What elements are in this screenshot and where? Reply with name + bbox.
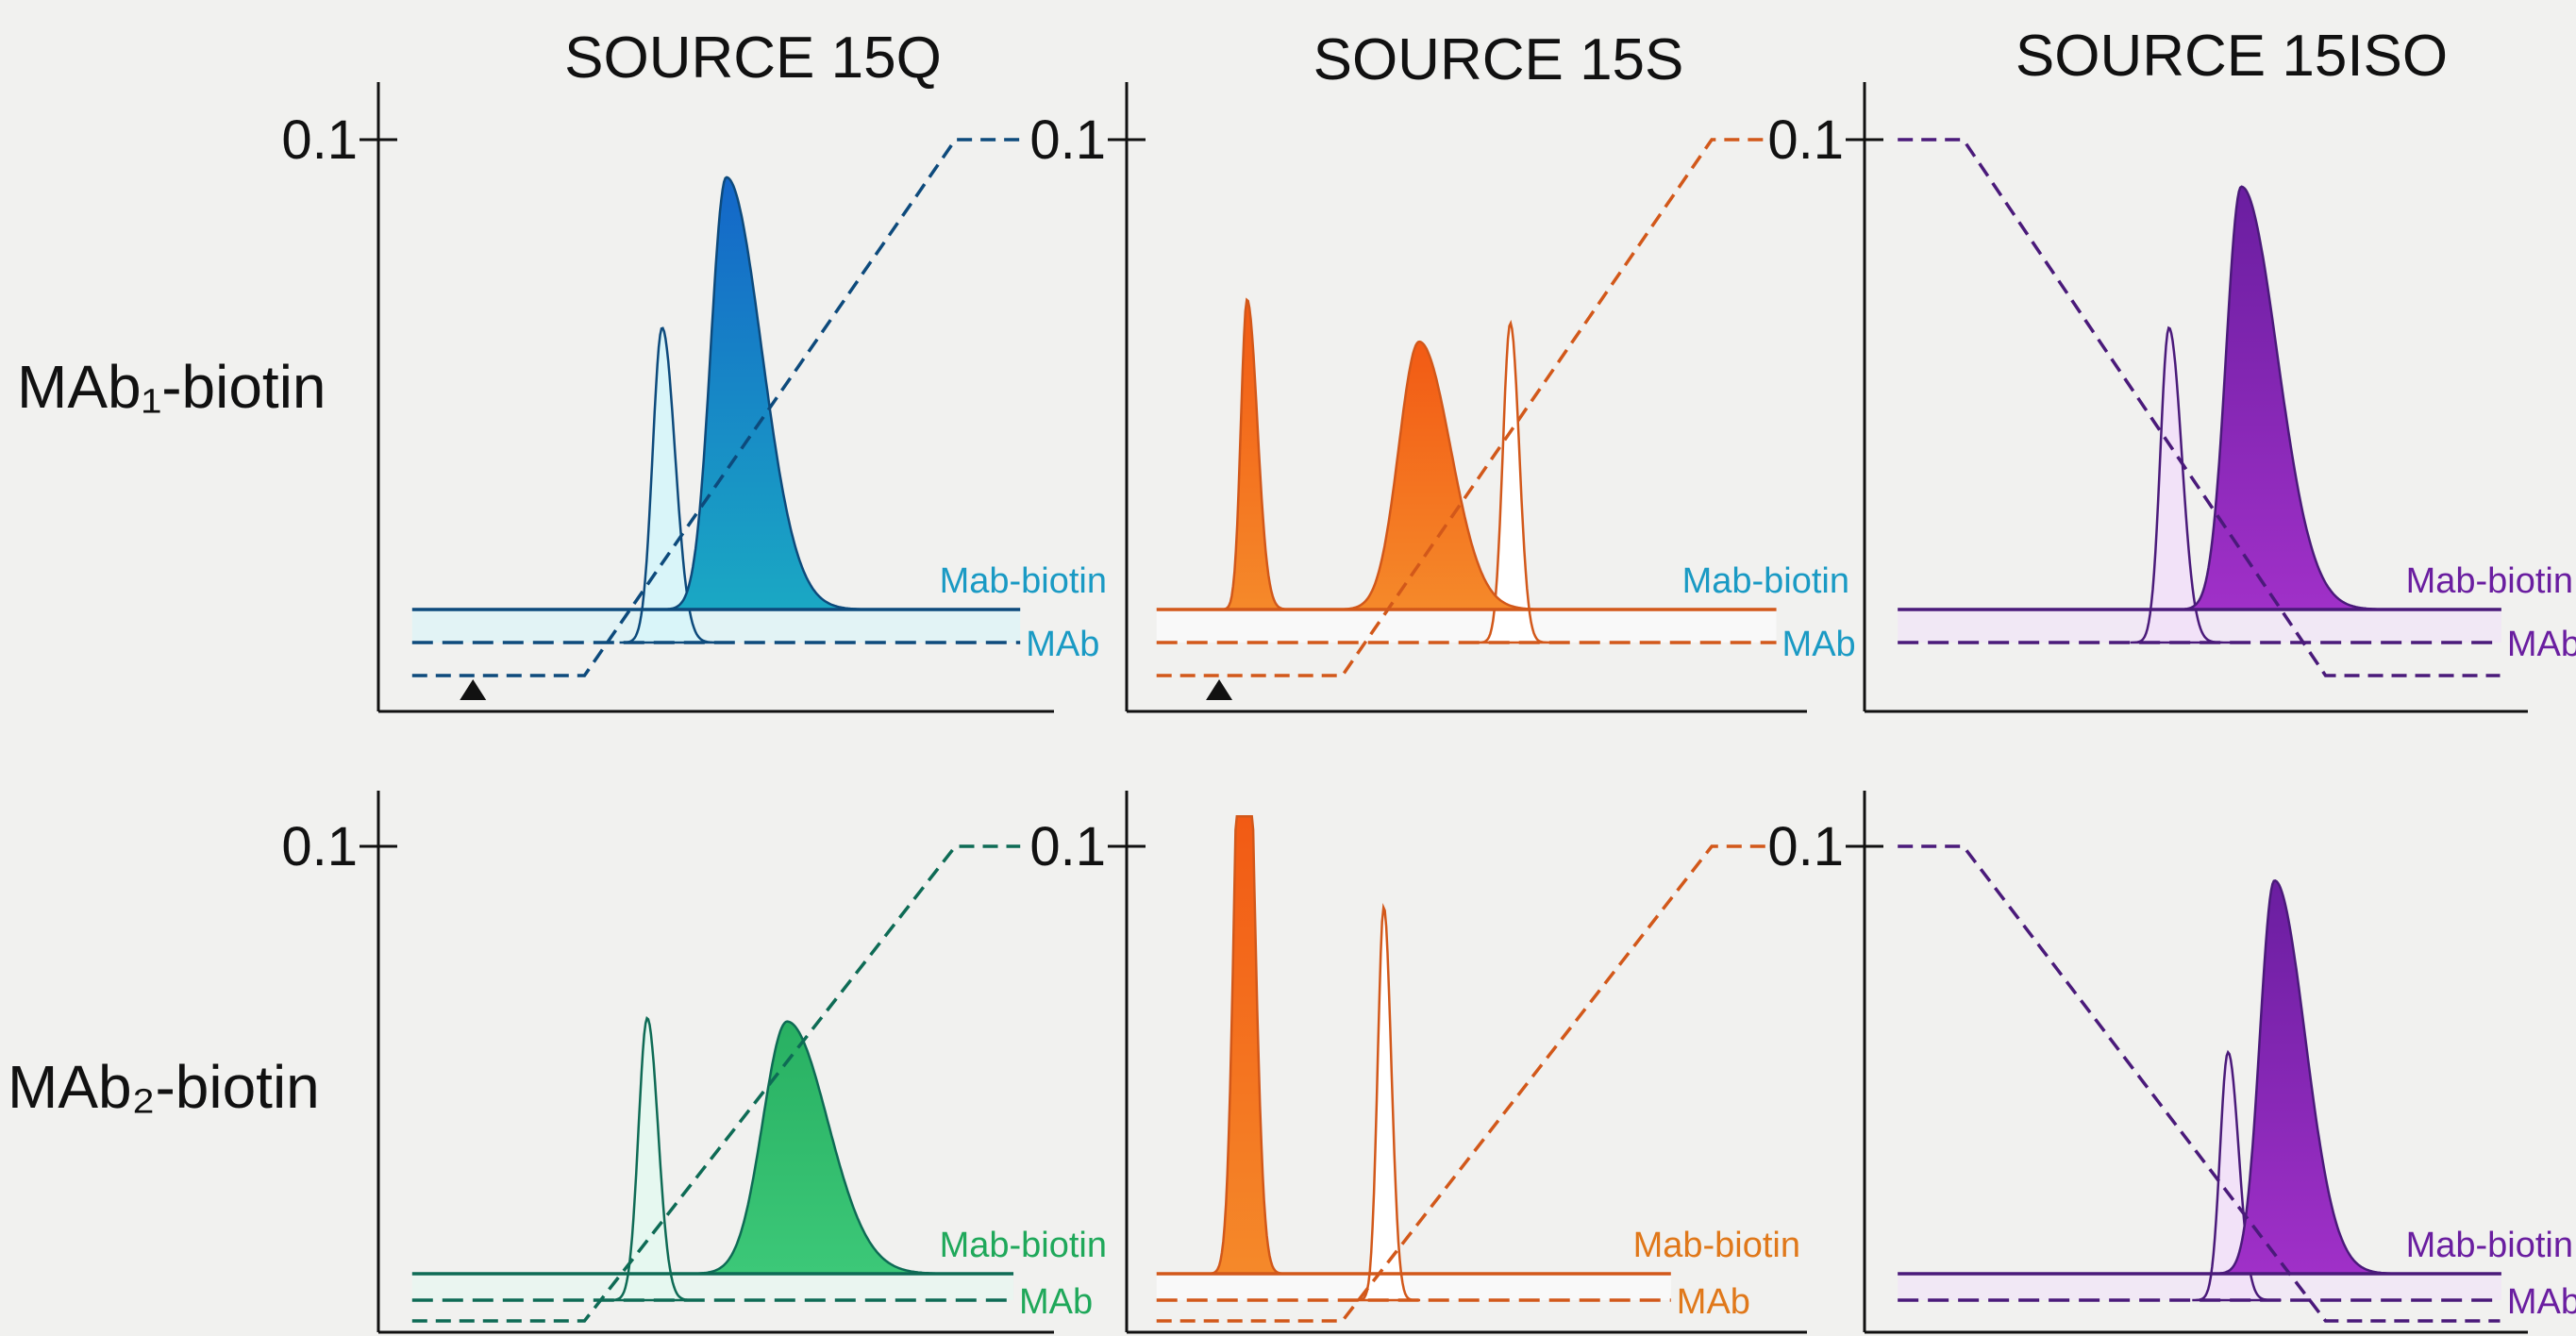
baseline-band [411, 610, 1021, 643]
mab-biotin-label: Mab-biotin [940, 1226, 1107, 1265]
panel-0-1: 0.1 Mab-biotin MAb [1029, 82, 1856, 713]
mab-biotin-peak [2172, 185, 2420, 611]
panel-1-1: 0.1 Mab-biotin MAb [1029, 791, 1807, 1334]
baseline-band [1156, 1274, 1671, 1300]
mab-peak [1477, 319, 1555, 644]
mab-biotin-peak [1207, 815, 1292, 1276]
row-label-mab1-biotin: MAb₁-biotin [17, 353, 326, 421]
baseline-band [411, 1274, 1014, 1300]
mab-peak [608, 1016, 701, 1302]
y-tick-label: 0.1 [281, 816, 358, 877]
y-tick-label: 0.1 [1767, 109, 1844, 171]
y-tick-label: 0.1 [1767, 816, 1844, 877]
mab-biotin-label: Mab-biotin [2406, 561, 2573, 601]
injection-marker-icon [1206, 679, 1233, 700]
y-tick-label: 0.1 [281, 109, 358, 171]
column-title-15q: SOURCE 15Q [564, 25, 942, 91]
salt-gradient-line [1898, 844, 2501, 1323]
y-tick-label: 0.1 [1029, 816, 1106, 877]
baseline-band [1898, 1274, 2501, 1300]
mab-label: MAb [1019, 1282, 1093, 1322]
mab-biotin-label: Mab-biotin [1682, 561, 1849, 601]
mab-biotin-label: Mab-biotin [940, 561, 1107, 601]
y-tick-label: 0.1 [1029, 109, 1106, 171]
salt-gradient-line [1898, 138, 2501, 677]
mab-biotin-label: Mab-biotin [2406, 1226, 2573, 1265]
mab-label: MAb [1026, 625, 1099, 664]
row-label-mab2-biotin: MAb₂-biotin [8, 1053, 320, 1121]
panel-0-0: 0.1 Mab-biotin MAb [281, 82, 1107, 713]
mab-biotin-label: Mab-biotin [1633, 1226, 1800, 1265]
column-title-15s: SOURCE 15S [1313, 27, 1684, 92]
panel-0-2: 0.1 Mab-biotin MAb [1767, 82, 2576, 713]
mab-label: MAb [2507, 1282, 2576, 1322]
mab-biotin-peak [1327, 340, 1576, 611]
salt-gradient-line [411, 844, 1021, 1323]
mab-biotin-peak [1219, 297, 1297, 611]
panel-1-0: 0.1 Mab-biotin MAb [281, 791, 1107, 1334]
column-title-15iso: SOURCE 15ISO [2016, 24, 2448, 89]
mab-peak [1356, 903, 1421, 1302]
mab-biotin-peak [656, 175, 901, 611]
salt-gradient-line [411, 138, 1021, 677]
salt-gradient-line [1156, 844, 1773, 1323]
mab-label: MAb [2507, 625, 2576, 664]
baseline-band [1156, 610, 1777, 643]
mab-peak [619, 326, 727, 644]
panel-1-2: 0.1 Mab-biotin MAb [1767, 791, 2576, 1334]
injection-marker-icon [460, 679, 487, 700]
mab-label: MAb [1782, 625, 1856, 664]
mab-label: MAb [1677, 1282, 1750, 1322]
